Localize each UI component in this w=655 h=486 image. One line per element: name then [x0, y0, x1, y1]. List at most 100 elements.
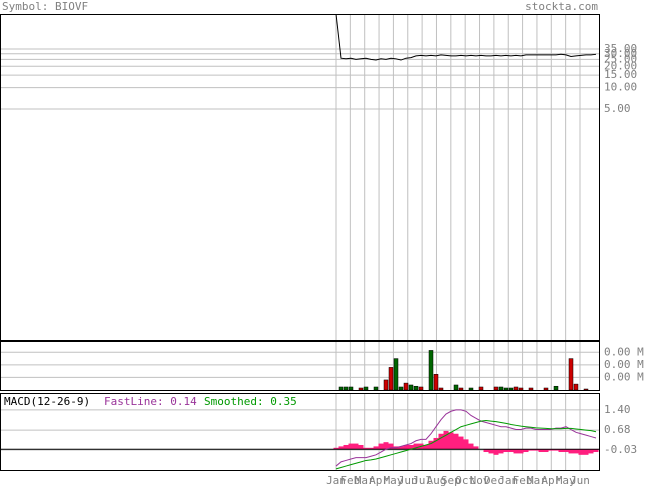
volume-bar — [583, 388, 589, 391]
volume-bar — [528, 387, 534, 391]
macd-histogram-bar — [408, 444, 414, 450]
x-tick-label: Jun — [398, 474, 418, 486]
x-tick-label: Jan — [326, 474, 346, 486]
macd-histogram-bar — [448, 432, 454, 450]
y-tick-label: 5.00 — [604, 102, 631, 115]
volume-bar — [438, 387, 444, 391]
volume-bar — [518, 387, 524, 391]
y-tick-label: 10.00 — [604, 81, 637, 94]
y-tick-label: 20.00 — [604, 59, 637, 72]
macd-histogram-bar — [403, 444, 409, 450]
macd-histogram-bar — [388, 443, 394, 450]
site: stockta.com — [525, 0, 598, 13]
volume-bar — [363, 386, 369, 391]
y-tick-label: 35.00 — [604, 42, 637, 55]
macd-histogram-bar — [563, 449, 569, 453]
macd-histogram-bar — [573, 449, 579, 454]
legend-entry: FastLine: 0.14 — [104, 395, 197, 408]
macd-histogram-bar — [438, 433, 444, 450]
volume-bar — [403, 382, 409, 391]
x-tick-label: Feb — [340, 474, 360, 486]
macd-histogram-bar — [473, 446, 479, 450]
macd-histogram-bar — [498, 449, 504, 454]
macd-histogram-bar — [413, 443, 419, 450]
volume-bar — [513, 386, 519, 391]
macd-histogram-bar — [463, 439, 469, 450]
price-line — [335, 13, 597, 61]
x-tick-label: Oct — [455, 474, 475, 486]
volume-bar — [408, 384, 414, 391]
macd-histogram-bar — [338, 446, 344, 450]
x-tick-label: Jan — [498, 474, 518, 486]
x-tick-label: Jun — [570, 474, 590, 486]
volume-bar — [433, 374, 439, 391]
macd-histogram-bar — [353, 443, 359, 450]
macd-histogram-bar — [558, 449, 564, 453]
macd-histogram-bar — [453, 433, 459, 450]
macd-histogram-bar — [553, 449, 559, 451]
volume-bar — [543, 387, 549, 391]
volume-bar — [498, 386, 504, 391]
macd-histogram-bar — [518, 449, 524, 454]
x-tick-label: Mar — [355, 474, 375, 486]
macd-line — [335, 409, 597, 467]
volume-bar — [553, 385, 559, 391]
x-tick-label: Apr — [541, 474, 561, 486]
macd-histogram-bar — [538, 449, 544, 453]
y-tick-label: 30.00 — [604, 47, 637, 60]
macd-histogram-bar — [443, 430, 449, 450]
volume-bar — [453, 384, 459, 391]
volume-bar — [573, 383, 579, 391]
volume-bar — [343, 386, 349, 391]
volume-bar — [373, 386, 379, 391]
macd-histogram-bar — [583, 449, 589, 455]
x-tick-label: Nov — [470, 474, 490, 486]
macd-histogram-bar — [343, 444, 349, 450]
macd-histogram-bar — [533, 449, 539, 451]
x-tick-label: Aug — [427, 474, 447, 486]
macd-histogram-bar — [433, 437, 439, 450]
volume-bar — [393, 358, 399, 391]
macd-histogram-bar — [488, 449, 494, 454]
volume-bar — [493, 386, 499, 391]
macd-histogram-bar — [468, 443, 474, 450]
volume-bar — [508, 387, 514, 391]
macd-histogram-bar — [423, 444, 429, 450]
panel-frame — [0, 341, 600, 391]
volume-bar — [458, 387, 464, 391]
y-tick-label: 1.40 — [604, 403, 631, 416]
symbol: Symbol: BIOVF — [2, 0, 88, 13]
panel-frame — [0, 393, 600, 471]
macd-title: MACD(12-26-9) — [4, 395, 90, 408]
x-tick-label: Dec — [484, 474, 504, 486]
macd-histogram-bar — [543, 449, 549, 453]
volume-bar — [358, 387, 364, 391]
macd-histogram-bar — [363, 447, 369, 450]
y-tick-label: 15.00 — [604, 68, 637, 81]
volume-bar — [418, 386, 424, 391]
macd-histogram-bar — [568, 449, 574, 454]
x-tick-label: Feb — [513, 474, 533, 486]
volume-bar — [468, 387, 474, 391]
macd-line — [335, 420, 597, 470]
y-tick-label: 0.00 M — [604, 370, 644, 383]
volume-bar — [568, 358, 574, 391]
macd-histogram-bar — [458, 436, 464, 450]
y-tick-label: 0.00 M — [604, 358, 644, 371]
x-tick-label: May — [383, 474, 403, 486]
macd-histogram-bar — [428, 440, 434, 450]
volume-bar — [398, 386, 404, 391]
macd-histogram-bar — [503, 449, 509, 453]
volume-bar — [503, 387, 509, 391]
macd-histogram-bar — [368, 447, 374, 450]
macd-histogram-bar — [578, 449, 584, 455]
macd-histogram-bar — [508, 449, 514, 453]
y-tick-label: 0.00 M — [604, 345, 644, 358]
x-tick-label: Mar — [527, 474, 547, 486]
x-tick-label: Jul — [412, 474, 432, 486]
volume-bar — [413, 385, 419, 391]
macd-histogram-bar — [378, 443, 384, 450]
macd-histogram-bar — [398, 446, 404, 450]
volume-bar — [338, 386, 344, 391]
